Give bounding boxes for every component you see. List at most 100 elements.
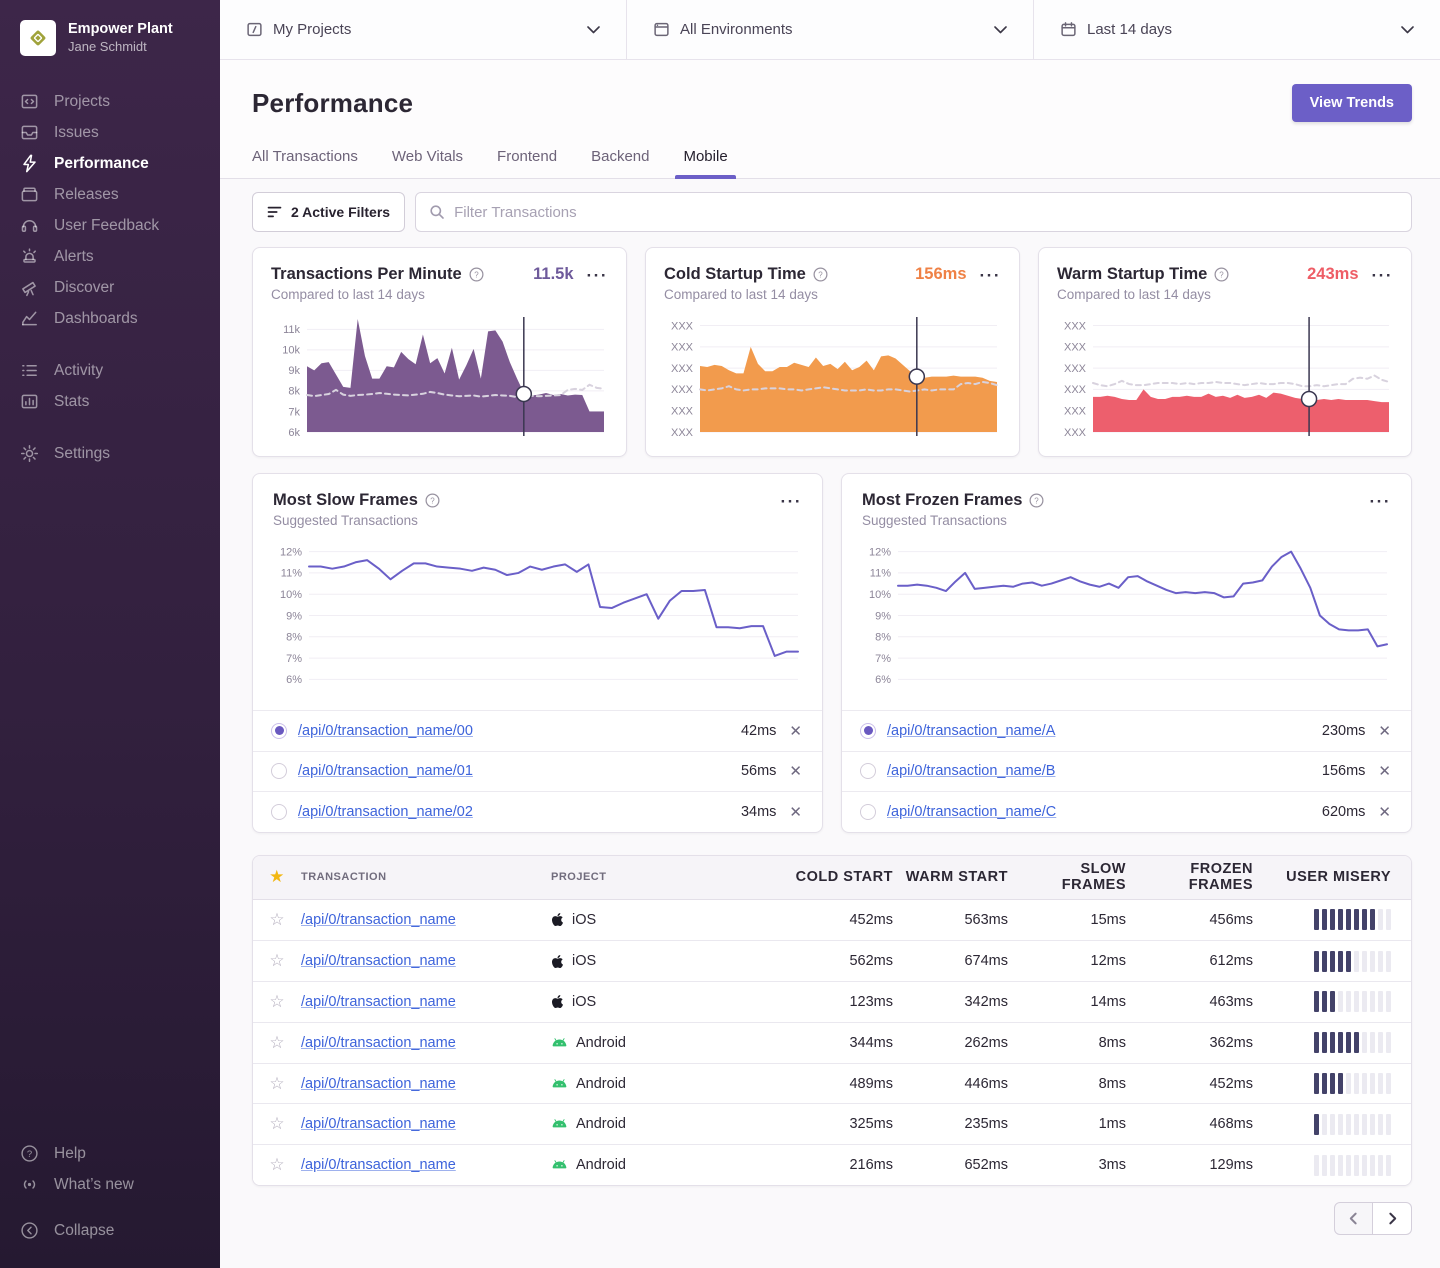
ellipsis-menu-icon[interactable]: ··· <box>1364 491 1391 510</box>
help-circle-icon[interactable]: ? <box>469 267 484 282</box>
close-icon[interactable]: ✕ <box>1376 803 1393 821</box>
previous-page-button[interactable] <box>1334 1202 1373 1235</box>
help-circle-icon[interactable]: ? <box>1214 267 1229 282</box>
transaction-link[interactable]: /api/0/transaction_name <box>301 1035 456 1051</box>
sidebar-item-user-feedback[interactable]: User Feedback <box>0 210 220 241</box>
sidebar-item-label: Dashboards <box>54 310 138 328</box>
sidebar-item-projects[interactable]: Projects <box>0 86 220 117</box>
transaction-link[interactable]: /api/0/transaction_name/B <box>887 763 1055 779</box>
transaction-link[interactable]: /api/0/transaction_name/01 <box>298 763 473 779</box>
radio-unselected[interactable] <box>860 804 876 820</box>
svg-text:?: ? <box>1220 271 1225 280</box>
svg-text:XXX: XXX <box>671 427 694 439</box>
transaction-link[interactable]: /api/0/transaction_name/A <box>887 723 1055 739</box>
transaction-link[interactable]: /api/0/transaction_name <box>301 994 456 1010</box>
table-body: ☆/api/0/transaction_nameiOS452ms563ms15m… <box>253 900 1411 1186</box>
svg-text:7k: 7k <box>288 406 300 418</box>
transaction-link[interactable]: /api/0/transaction_name/C <box>887 804 1056 820</box>
warm-start-value: 652ms <box>903 1157 1018 1173</box>
transaction-link[interactable]: /api/0/transaction_name <box>301 1116 456 1132</box>
list-item: /api/0/transaction_name/B 156ms ✕ <box>842 751 1411 792</box>
org-switcher[interactable]: Empower Plant Jane Schmidt <box>0 20 220 56</box>
star-outline-icon[interactable]: ☆ <box>269 951 284 971</box>
help-circle-icon[interactable]: ? <box>425 493 440 508</box>
sidebar-item-whats-new[interactable]: What’s new <box>0 1169 220 1200</box>
sidebar-item-issues[interactable]: Issues <box>0 117 220 148</box>
star-outline-icon[interactable]: ☆ <box>269 1114 284 1134</box>
duration-value: 34ms <box>741 804 776 820</box>
active-filters-button[interactable]: 2 Active Filters <box>252 192 405 232</box>
help-circle-icon[interactable]: ? <box>813 267 828 282</box>
close-icon[interactable]: ✕ <box>1376 722 1393 740</box>
svg-text:XXX: XXX <box>671 342 694 354</box>
ellipsis-menu-icon[interactable]: ··· <box>581 265 608 284</box>
user-misery-bar <box>1263 1155 1411 1176</box>
cold-startup-value: 156ms <box>915 265 966 284</box>
sidebar-item-performance[interactable]: Performance <box>0 148 220 179</box>
star-outline-icon[interactable]: ☆ <box>269 1074 284 1094</box>
star-outline-icon[interactable]: ☆ <box>269 1155 284 1175</box>
sidebar-item-dashboards[interactable]: Dashboards <box>0 303 220 334</box>
close-icon[interactable]: ✕ <box>787 762 804 780</box>
releases-icon <box>20 185 54 204</box>
cold-startup-chart: XXXXXXXXXXXXXXXXXX <box>664 310 1001 444</box>
tab-frontend[interactable]: Frontend <box>497 148 557 178</box>
tab-mobile[interactable]: Mobile <box>683 148 727 178</box>
svg-text:?: ? <box>430 497 435 506</box>
sidebar-item-activity[interactable]: Activity <box>0 355 220 386</box>
radio-unselected[interactable] <box>271 804 287 820</box>
android-icon <box>551 1078 568 1090</box>
sidebar-item-alerts[interactable]: Alerts <box>0 241 220 272</box>
environment-selector[interactable]: All Environments <box>627 0 1034 59</box>
star-outline-icon[interactable]: ☆ <box>269 1033 284 1053</box>
sidebar-item-settings[interactable]: Settings <box>0 438 220 469</box>
list-item: /api/0/transaction_name/A 230ms ✕ <box>842 710 1411 751</box>
sidebar-item-help[interactable]: ? Help <box>0 1138 220 1169</box>
project-selector[interactable]: My Projects <box>220 0 627 59</box>
card-title: Most Frozen Frames <box>862 491 1022 510</box>
tab-backend[interactable]: Backend <box>591 148 649 178</box>
card-title: Cold Startup Time <box>664 265 806 284</box>
ellipsis-menu-icon[interactable]: ··· <box>1366 265 1393 284</box>
transaction-link[interactable]: /api/0/transaction_name/00 <box>298 723 473 739</box>
transaction-link[interactable]: /api/0/transaction_name <box>301 1157 456 1173</box>
date-range-selector[interactable]: Last 14 days <box>1034 0 1440 59</box>
svg-text:9k: 9k <box>288 365 300 377</box>
radio-unselected[interactable] <box>271 763 287 779</box>
tab-web-vitals[interactable]: Web Vitals <box>392 148 463 178</box>
transaction-link[interactable]: /api/0/transaction_name <box>301 912 456 928</box>
warm-start-value: 446ms <box>903 1076 1018 1092</box>
pagination <box>252 1202 1412 1235</box>
star-outline-icon[interactable]: ☆ <box>269 992 284 1012</box>
user-feedback-icon <box>20 216 54 235</box>
svg-text:11k: 11k <box>283 324 300 336</box>
radio-unselected[interactable] <box>860 763 876 779</box>
radio-selected[interactable] <box>271 723 287 739</box>
close-icon[interactable]: ✕ <box>1376 762 1393 780</box>
star-filled-icon[interactable]: ★ <box>269 867 285 887</box>
ellipsis-menu-icon[interactable]: ··· <box>775 491 802 510</box>
table-row: ☆/api/0/transaction_nameAndroid489ms446m… <box>253 1063 1411 1104</box>
sidebar-item-discover[interactable]: Discover <box>0 272 220 303</box>
star-outline-icon[interactable]: ☆ <box>269 910 284 930</box>
help-circle-icon[interactable]: ? <box>1029 493 1044 508</box>
sidebar-item-label: Help <box>54 1145 86 1163</box>
close-icon[interactable]: ✕ <box>787 722 804 740</box>
collapse-icon <box>20 1221 54 1240</box>
transaction-link[interactable]: /api/0/transaction_name <box>301 953 456 969</box>
transaction-search-input[interactable] <box>454 204 1398 221</box>
ellipsis-menu-icon[interactable]: ··· <box>974 265 1001 284</box>
svg-text:6%: 6% <box>875 674 891 686</box>
tab-all-transactions[interactable]: All Transactions <box>252 148 358 178</box>
sidebar-item-stats[interactable]: Stats <box>0 386 220 417</box>
list-item: /api/0/transaction_name/02 34ms ✕ <box>253 791 822 832</box>
transaction-link[interactable]: /api/0/transaction_name/02 <box>298 804 473 820</box>
next-page-button[interactable] <box>1373 1202 1412 1235</box>
radio-selected[interactable] <box>860 723 876 739</box>
close-icon[interactable]: ✕ <box>787 803 804 821</box>
transaction-link[interactable]: /api/0/transaction_name <box>301 1076 456 1092</box>
sidebar-item-releases[interactable]: Releases <box>0 179 220 210</box>
sidebar-collapse-button[interactable]: Collapse <box>0 1215 220 1246</box>
view-trends-button[interactable]: View Trends <box>1292 84 1412 122</box>
warm-start-value: 342ms <box>903 994 1018 1010</box>
